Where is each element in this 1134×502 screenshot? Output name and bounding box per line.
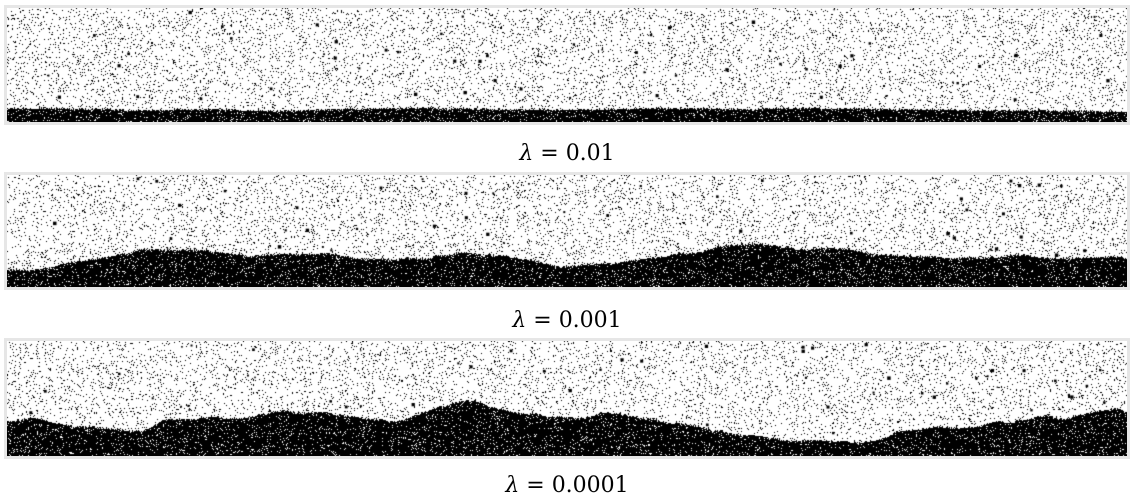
caption-3: λ = 0.0001: [0, 473, 1134, 499]
simulation-panel-3: [4, 338, 1130, 459]
caption-2: λ = 0.001: [0, 308, 1134, 334]
deposition-image-3: [7, 341, 1127, 456]
lambda-value: 0.0001: [551, 473, 629, 498]
equals-sign: =: [526, 308, 559, 333]
lambda-value: 0.001: [558, 308, 622, 333]
deposition-image-1: [7, 8, 1127, 122]
caption-1: λ = 0.01: [0, 141, 1134, 167]
lambda-symbol: λ: [519, 141, 534, 166]
lambda-symbol: λ: [505, 473, 520, 498]
equals-sign: =: [519, 473, 552, 498]
lambda-symbol: λ: [512, 308, 527, 333]
deposition-image-2: [7, 175, 1127, 287]
equals-sign: =: [533, 141, 566, 166]
simulation-panel-1: [4, 5, 1130, 125]
simulation-panel-2: [4, 172, 1130, 290]
lambda-value: 0.01: [565, 141, 615, 166]
